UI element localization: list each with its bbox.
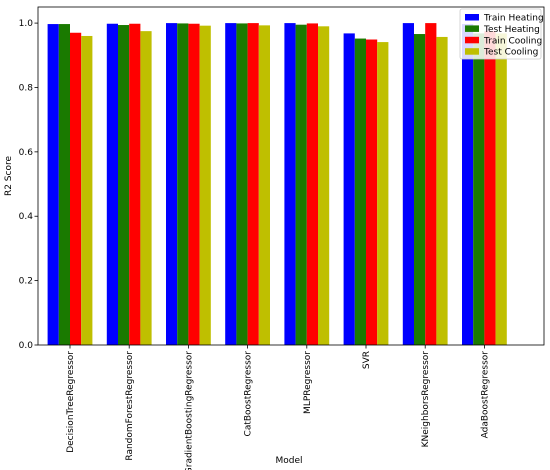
bar-test-cooling-7: [495, 33, 507, 346]
bar-test-heating-3: [236, 23, 248, 345]
y-axis-label: R2 Score: [4, 156, 14, 197]
bar-train-cooling-5: [366, 39, 378, 345]
bar-train-cooling-3: [247, 23, 259, 345]
bar-train-cooling-2: [188, 23, 200, 346]
bar-test-heating-0: [58, 24, 70, 346]
bar-train-cooling-4: [306, 23, 318, 345]
bar-test-cooling-4: [318, 26, 330, 346]
x-tick-label: AdaBoostRegressor: [480, 351, 490, 439]
x-axis-label: Model: [275, 456, 302, 466]
y-axis: 0.0 0.2 0.4 0.6 0.8 1.0: [19, 19, 38, 351]
x-tick-label: DecisionTreeRegressor: [66, 351, 76, 453]
bar-test-cooling-6: [436, 36, 448, 345]
bar-test-heating-4: [295, 24, 307, 345]
x-tick-label: CatBoostRegressor: [244, 351, 254, 437]
bar-train-heating-5: [343, 33, 355, 346]
y-tick-label: 0.4: [19, 212, 34, 222]
legend-entry: Test Heating: [483, 25, 540, 35]
bar-test-heating-1: [118, 25, 130, 346]
legend-entry: Test Cooling: [483, 48, 538, 58]
x-tick-label: GradientBoostingRegressor: [184, 351, 194, 470]
legend-swatch: [465, 48, 479, 55]
bar-test-cooling-0: [81, 35, 93, 345]
bar-train-heating-7: [462, 24, 474, 346]
bar-train-cooling-7: [484, 31, 496, 345]
x-tick-label: KNeighborsRegressor: [421, 351, 431, 448]
x-axis: DecisionTreeRegressor RandomForestRegress…: [66, 345, 490, 470]
y-tick-label: 1.0: [19, 19, 34, 29]
bar-test-heating-7: [473, 33, 485, 346]
bar-test-heating-2: [177, 23, 189, 345]
bar-train-heating-4: [284, 23, 296, 345]
x-tick-label: MLPRegressor: [303, 351, 313, 414]
bar-train-cooling-0: [70, 32, 82, 345]
x-tick-label: RandomForestRegressor: [125, 351, 135, 461]
bar-test-cooling-5: [377, 42, 389, 346]
legend-entry: Train Heating: [483, 14, 544, 24]
bar-train-heating-0: [47, 24, 59, 346]
y-tick-label: 0.6: [19, 148, 34, 158]
legend-entry: Train Cooling: [483, 36, 542, 46]
bar-train-cooling-6: [425, 23, 437, 345]
bar-train-heating-1: [106, 23, 118, 346]
bar-test-heating-5: [354, 38, 366, 346]
plot-frame: [37, 6, 545, 346]
y-tick-label: 0.2: [19, 277, 33, 287]
legend-swatch: [465, 25, 479, 32]
bar-test-cooling-2: [199, 25, 211, 345]
bar-test-heating-6: [414, 34, 426, 345]
bar-test-cooling-3: [258, 25, 270, 345]
legend-box: [459, 8, 542, 60]
bars-layer: [47, 23, 507, 346]
bar-train-heating-3: [225, 23, 237, 345]
legend-swatch: [465, 14, 479, 21]
y-tick-label: 0.8: [19, 83, 34, 93]
bar-train-heating-2: [166, 23, 178, 345]
bar-train-heating-6: [402, 23, 414, 345]
y-tick-label: 0.0: [19, 341, 34, 351]
bar-test-cooling-1: [140, 31, 152, 345]
legend-swatch: [465, 36, 479, 44]
x-tick-label: SVR: [362, 351, 372, 369]
bar-train-cooling-1: [129, 23, 141, 346]
